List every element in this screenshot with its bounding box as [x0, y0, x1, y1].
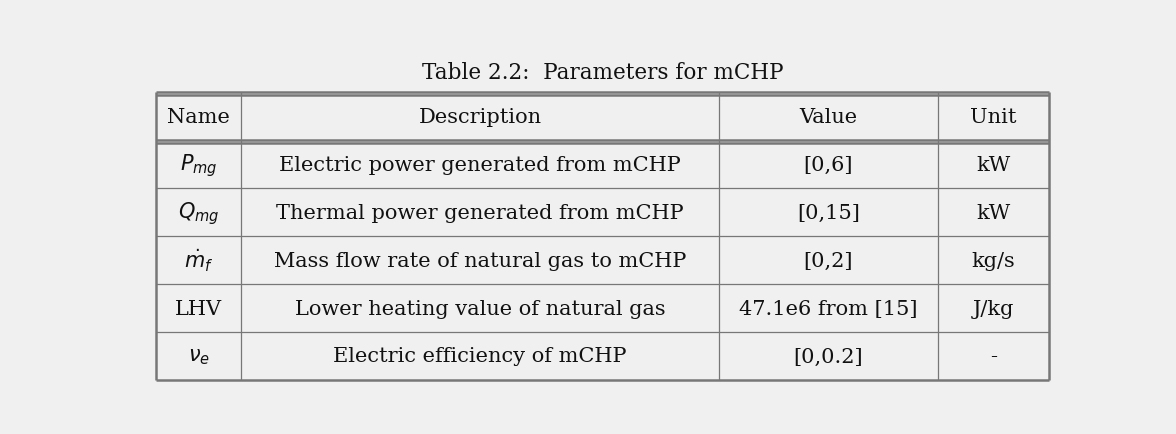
Text: Thermal power generated from mCHP: Thermal power generated from mCHP [276, 204, 683, 223]
Text: Mass flow rate of natural gas to mCHP: Mass flow rate of natural gas to mCHP [274, 252, 686, 271]
Text: Lower heating value of natural gas: Lower heating value of natural gas [294, 299, 666, 319]
Text: LHV: LHV [175, 299, 222, 319]
Text: $P_{mg}$: $P_{mg}$ [180, 152, 218, 179]
Text: Electric power generated from mCHP: Electric power generated from mCHP [279, 156, 681, 175]
Text: J/kg: J/kg [973, 299, 1014, 319]
Text: Value: Value [800, 108, 857, 127]
Text: Table 2.2:  Parameters for mCHP: Table 2.2: Parameters for mCHP [422, 62, 783, 84]
Text: kW: kW [976, 204, 1010, 223]
Text: 47.1e6 from [15]: 47.1e6 from [15] [739, 299, 917, 319]
Text: $\dot{m}_f$: $\dot{m}_f$ [183, 248, 213, 274]
Text: [0,2]: [0,2] [803, 252, 853, 271]
Text: $Q_{mg}$: $Q_{mg}$ [178, 200, 219, 227]
Text: kg/s: kg/s [971, 252, 1015, 271]
Text: Name: Name [167, 108, 230, 127]
Text: Unit: Unit [970, 108, 1017, 127]
Text: [0,15]: [0,15] [797, 204, 860, 223]
Text: Description: Description [419, 108, 541, 127]
Text: -: - [990, 348, 997, 366]
Text: $\nu_e$: $\nu_e$ [187, 347, 209, 367]
Text: Electric efficiency of mCHP: Electric efficiency of mCHP [333, 348, 627, 366]
Text: kW: kW [976, 156, 1010, 175]
Text: [0,6]: [0,6] [803, 156, 853, 175]
Text: [0,0.2]: [0,0.2] [794, 348, 863, 366]
